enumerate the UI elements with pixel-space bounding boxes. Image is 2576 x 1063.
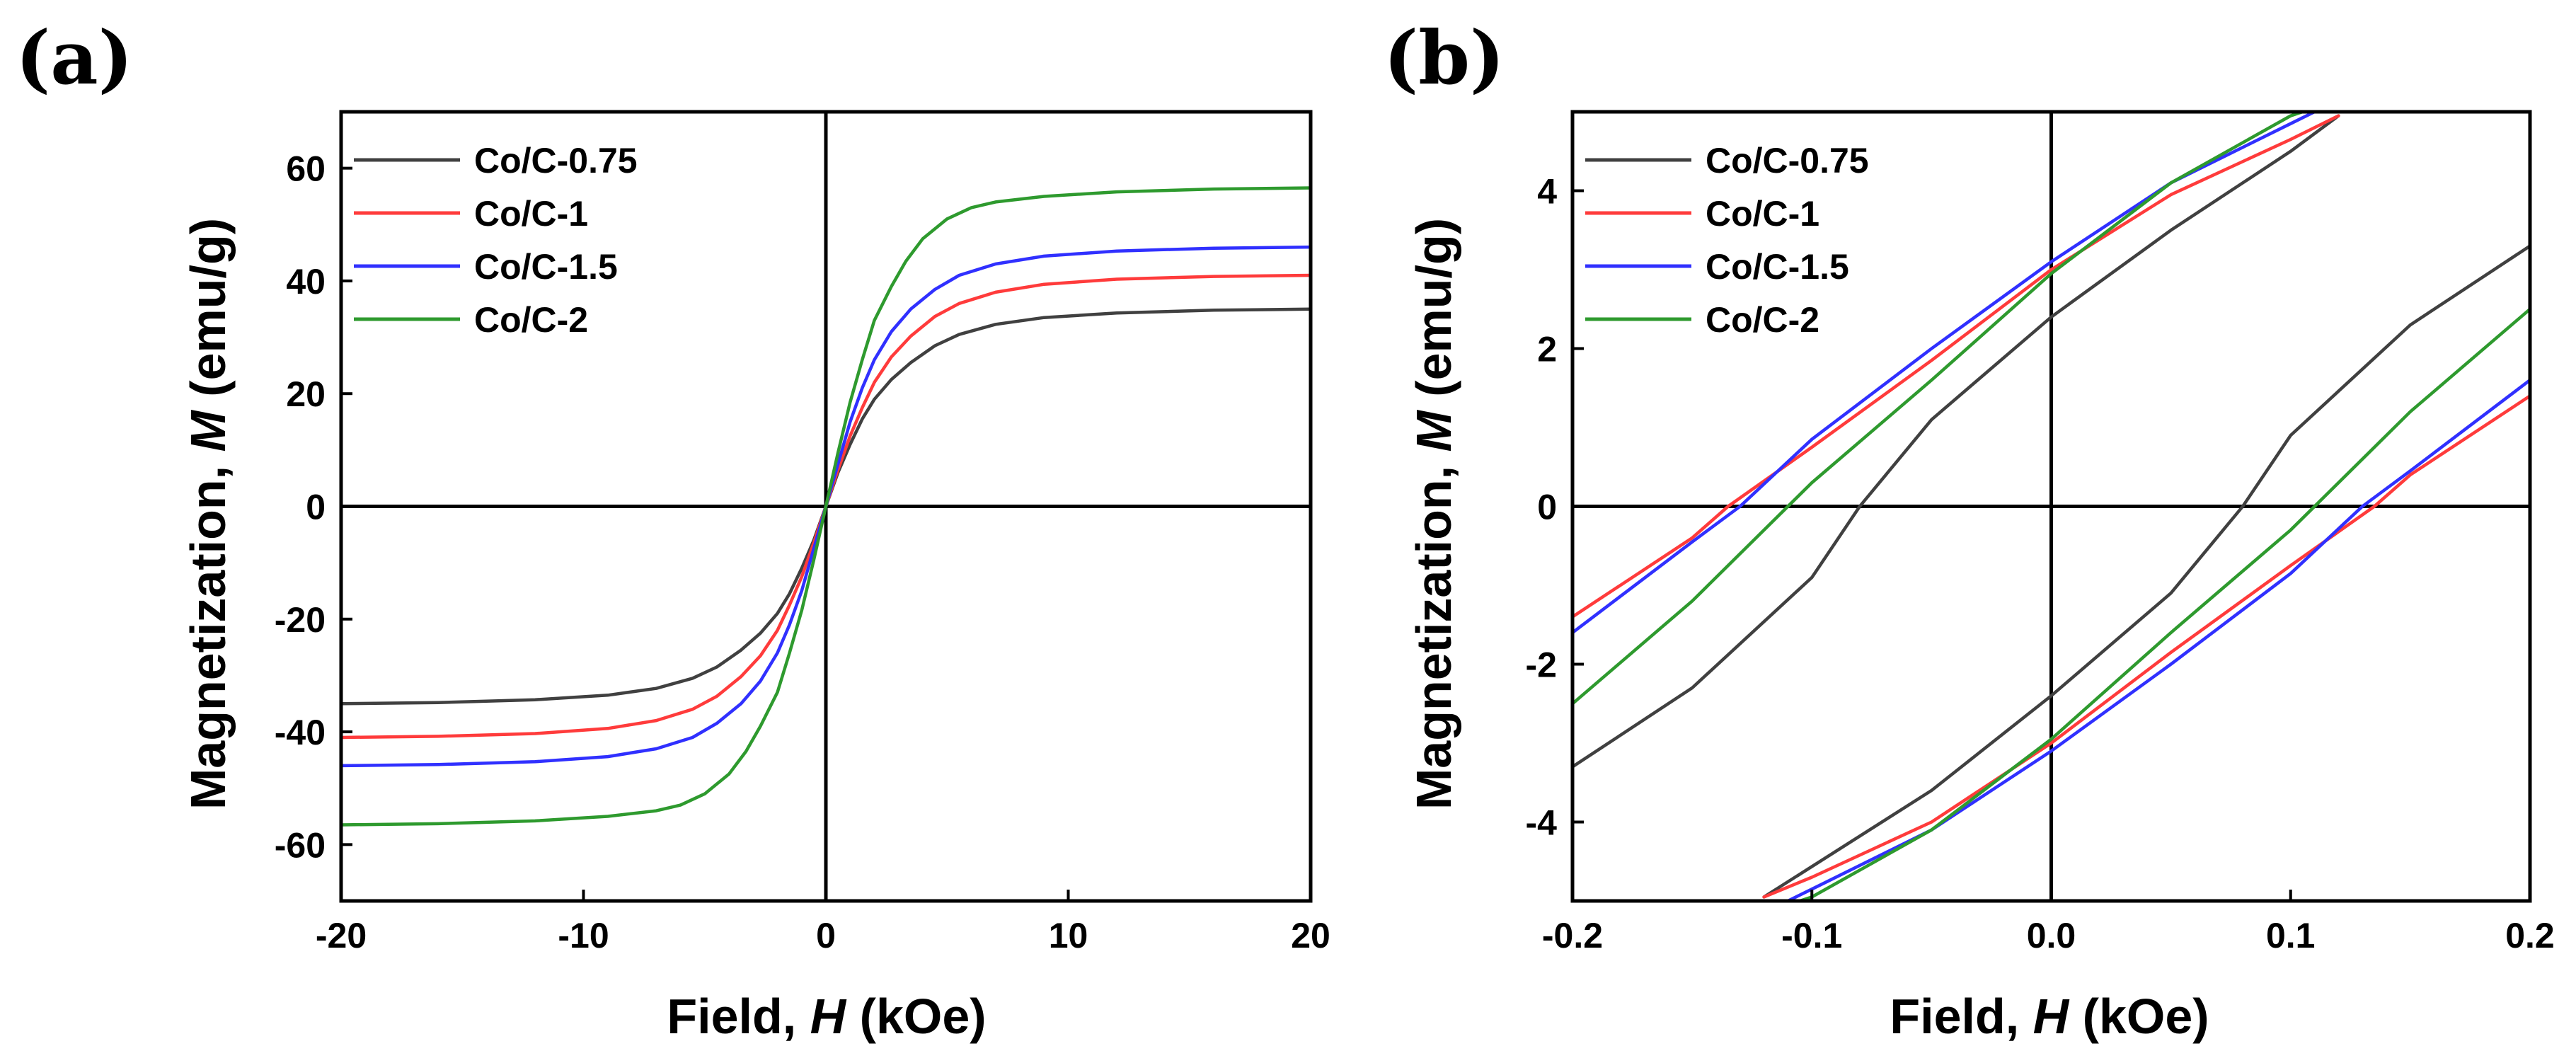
panel-a-legend-label-3: Co/C-2: [474, 300, 588, 340]
panel-b-axes-frame: [1570, 110, 2532, 903]
panel-a-legend-label-2: Co/C-1.5: [474, 247, 618, 287]
panel-a-legend-label-1: Co/C-1: [474, 194, 588, 234]
panel-b-y-tick-label: 4: [1537, 172, 1557, 212]
panel-a-y-tick-label: 60: [286, 149, 326, 189]
panel-b-series-line-1: [1572, 114, 2530, 899]
panel-b-x-tick-label: 0.0: [2027, 916, 2076, 955]
panel-b-legend-label-1: Co/C-1: [1706, 194, 1819, 234]
panel-a-x-axis-label: Field, H (kOe): [667, 989, 986, 1044]
panel-a-series-line-3: [341, 186, 1311, 827]
panel-b-legend-label-3: Co/C-2: [1706, 300, 1819, 340]
panel-a-x-tick-label: 0: [816, 916, 836, 955]
panel-a-x-tick-label: 10: [1049, 916, 1088, 955]
panel-b-x-axis-label: Field, H (kOe): [1890, 989, 2209, 1044]
panel-b-x-tick-label: 0.1: [2266, 916, 2316, 955]
panel-b-series-line-3: [1572, 112, 2530, 901]
panel-b-series-group: [1572, 112, 2530, 901]
panel-a-axes-frame: [339, 110, 1313, 903]
panel-a-legend: Co/C-0.75 Co/C-1 Co/C-1.5 Co/C-2: [354, 141, 638, 340]
panel-b-legend-label-2: Co/C-1.5: [1706, 247, 1849, 287]
panel-b-y-tick-label: 2: [1537, 330, 1557, 369]
panel-b-y-tick-label: -2: [1526, 645, 1557, 685]
panel-b: (b) -0.2 -0.1 0.0 0.1 0.2-4-2024Co/C-0.75Co/…: [1384, 14, 2555, 1044]
panel-a-legend-label-0: Co/C-0.75: [474, 141, 638, 180]
panel-b-x-tick-label: -0.2: [1542, 916, 1603, 955]
panel-b-x-tick-label: 0.2: [2505, 916, 2555, 955]
panel-b-legend-label-0: Co/C-0.75: [1706, 141, 1869, 180]
panel-a-y-tick-label: -60: [275, 825, 326, 865]
panel-b-plot-area: -0.2 -0.1 0.0 0.1 0.2-4-2024Co/C-0.75Co/C-1C…: [1526, 110, 2555, 955]
panel-a-series-group: [341, 186, 1311, 827]
panel-a-label: (a): [16, 14, 133, 101]
panel-b-legend: Co/C-0.75 Co/C-1 Co/C-1.5 Co/C-2: [1585, 141, 1869, 340]
panel-a: (a) -20 -10 0 10 20 -60 -40 -20 0 20 40 60 Co/C-0.75…: [16, 14, 1330, 1044]
panel-a-y-tick-label: -40: [275, 713, 326, 752]
panel-b-series-line-2: [1572, 112, 2530, 901]
panel-a-y-tick-label: -20: [275, 600, 326, 640]
panel-a-x-tick-label: -20: [316, 916, 367, 955]
panel-b-y-axis-label: Magnetization, M (emu/g): [1406, 218, 1461, 810]
panel-b-x-tick-label: -0.1: [1781, 916, 1842, 955]
panel-b-label: (b): [1384, 14, 1505, 101]
panel-b-y-tick-label: -4: [1526, 803, 1558, 843]
panel-a-y-tick-label: 20: [286, 374, 326, 414]
panel-b-series-line-0: [1572, 114, 2530, 899]
panel-a-y-tick-label: 0: [306, 488, 326, 527]
panel-b-y-tick-label: 0: [1537, 488, 1557, 527]
panel-a-x-tick-label: 20: [1291, 916, 1330, 955]
panel-a-x-tick-label: -10: [558, 916, 609, 955]
panel-a-y-tick-label: 40: [286, 262, 326, 301]
panel-a-y-axis-label: Magnetization, M (emu/g): [180, 218, 236, 810]
